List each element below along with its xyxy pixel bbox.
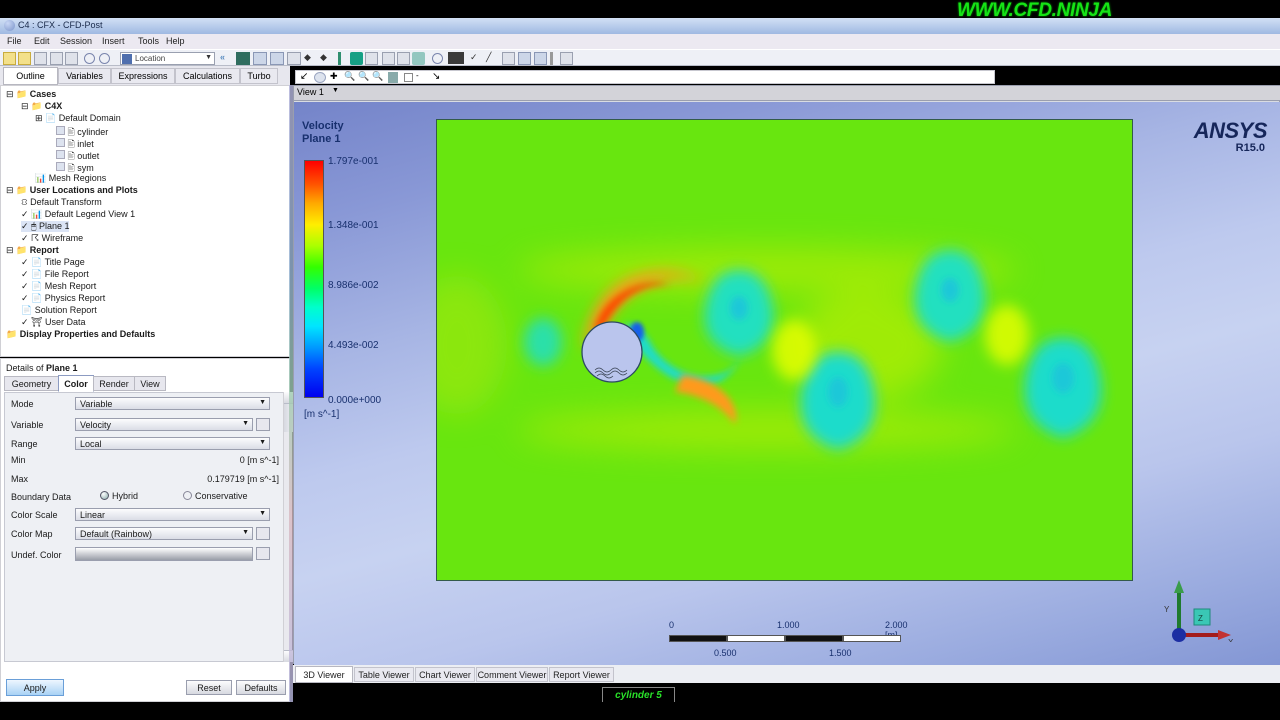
svg-text:Z: Z <box>1198 614 1203 623</box>
svg-text:Y: Y <box>1164 605 1170 614</box>
svg-text:X: X <box>1228 638 1234 642</box>
